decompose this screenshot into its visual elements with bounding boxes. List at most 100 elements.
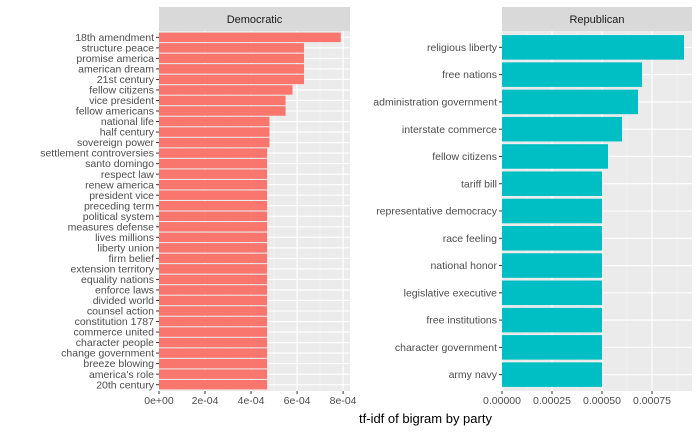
- bar-democratic: [159, 243, 268, 253]
- y-tick-label: liberty union: [97, 242, 154, 254]
- bar-democratic: [159, 190, 268, 200]
- bar-democratic: [159, 253, 268, 264]
- y-tick-label: political system: [83, 211, 154, 223]
- y-tick-label: america's role: [89, 369, 154, 381]
- bar-democratic: [159, 158, 268, 169]
- bar-republican: [502, 226, 602, 251]
- y-tick-label: change government: [61, 348, 154, 360]
- y-tick-label: constitution 1787: [75, 316, 155, 328]
- bar-democratic: [159, 148, 268, 158]
- bar-democratic: [159, 306, 268, 316]
- bar-democratic: [159, 85, 293, 95]
- bar-republican: [502, 144, 608, 169]
- bar-republican: [502, 253, 602, 278]
- bar-democratic: [159, 137, 270, 148]
- y-tick-label: race feeling: [443, 233, 497, 245]
- y-tick-label: measures defense: [68, 221, 155, 233]
- y-tick-label: 21st century: [97, 74, 155, 86]
- y-tick-label: legislative executive: [404, 287, 498, 299]
- y-tick-label: 20th century: [96, 379, 155, 391]
- y-tick-label: interstate commerce: [402, 124, 497, 136]
- bar-republican: [502, 362, 602, 387]
- strip-label-democratic: Democratic: [227, 14, 283, 26]
- x-tick-label: 0.00025: [533, 395, 571, 407]
- bar-democratic: [159, 53, 304, 64]
- x-tick-label: 8e-04: [330, 395, 357, 407]
- y-tick-label: president vice: [89, 190, 154, 202]
- bar-democratic: [159, 116, 270, 127]
- bar-democratic: [159, 232, 268, 243]
- bar-democratic: [159, 43, 304, 53]
- bar-republican: [502, 62, 642, 87]
- y-tick-label: promise america: [76, 53, 154, 65]
- panel-republican: Republican religious liberty free nations a…: [373, 7, 692, 407]
- bar-democratic: [159, 127, 270, 137]
- bar-democratic: [159, 264, 268, 274]
- bar-democratic: [159, 295, 268, 306]
- bar-republican: [502, 171, 602, 196]
- y-tick-label: representative democracy: [376, 206, 498, 218]
- strip-democratic: [159, 7, 350, 31]
- y-tick-label: fellow citizens: [432, 151, 497, 163]
- y-tick-label: half century: [100, 127, 155, 139]
- y-tick-label: tariff bill: [461, 178, 497, 190]
- y-tick-label: divided world: [93, 295, 154, 307]
- y-tick-label: sovereign power: [77, 137, 155, 149]
- y-tick-label: religious liberty: [427, 42, 498, 54]
- y-tick-label: commerce united: [73, 327, 154, 339]
- y-tick-label: fellow citizens: [89, 85, 154, 97]
- bar-democratic: [159, 358, 268, 369]
- y-tick-label: fellow americans: [76, 106, 154, 118]
- bar-democratic: [159, 337, 268, 348]
- bar-democratic: [159, 169, 268, 179]
- bar-democratic: [159, 348, 268, 358]
- bar-democratic: [159, 64, 304, 74]
- bar-democratic: [159, 106, 286, 116]
- y-tick-label: american dream: [78, 63, 154, 75]
- bar-democratic: [159, 274, 268, 285]
- y-tick-label: structure peace: [82, 42, 155, 54]
- y-tick-label: free institutions: [426, 315, 497, 327]
- bar-republican: [502, 280, 602, 306]
- y-tick-label: breeze blowing: [83, 358, 154, 370]
- x-tick-label: 0.00050: [583, 395, 621, 407]
- y-tick-label: firm belief: [108, 253, 154, 265]
- x-tick-label: 0.00075: [633, 395, 671, 407]
- y-tick-label: character people: [76, 337, 154, 349]
- y-tick-label: counsel action: [87, 306, 154, 318]
- y-tick-label: army navy: [449, 369, 498, 381]
- bar-democratic: [159, 316, 268, 327]
- y-tick-label: equality nations: [81, 274, 154, 286]
- y-tick-label: free nations: [442, 69, 497, 81]
- x-tick-label: 0.00000: [483, 395, 521, 407]
- strip-republican: [502, 7, 692, 31]
- bar-republican: [502, 307, 602, 333]
- x-tick-label: 4e-04: [238, 395, 265, 407]
- y-tick-label: national honor: [430, 260, 497, 272]
- bar-democratic: [159, 179, 268, 190]
- bar-republican: [502, 335, 602, 360]
- y-tick-label: lives millions: [95, 232, 154, 244]
- y-tick-label: national life: [101, 116, 154, 128]
- panel-background-democratic: [159, 31, 350, 391]
- bar-republican: [502, 116, 622, 142]
- x-axis-title: tf-idf of bigram by party: [359, 411, 492, 426]
- bar-republican: [502, 198, 602, 224]
- y-tick-label: character government: [395, 342, 497, 354]
- bar-democratic: [159, 327, 268, 337]
- bar-democratic: [159, 211, 268, 221]
- y-tick-label: 18th amendment: [75, 32, 154, 44]
- strip-label-republican: Republican: [569, 14, 624, 26]
- y-tick-label: respect law: [101, 169, 155, 181]
- bar-democratic: [159, 369, 268, 379]
- bar-democratic: [159, 95, 286, 106]
- y-tick-label: settlement controversies: [40, 148, 154, 160]
- y-tick-label: santo domingo: [85, 158, 154, 170]
- bar-democratic: [159, 74, 304, 85]
- x-tick-label: 2e-04: [192, 395, 219, 407]
- bar-democratic: [159, 379, 268, 390]
- y-tick-label: preceding term: [84, 200, 154, 212]
- bar-republican: [502, 35, 684, 60]
